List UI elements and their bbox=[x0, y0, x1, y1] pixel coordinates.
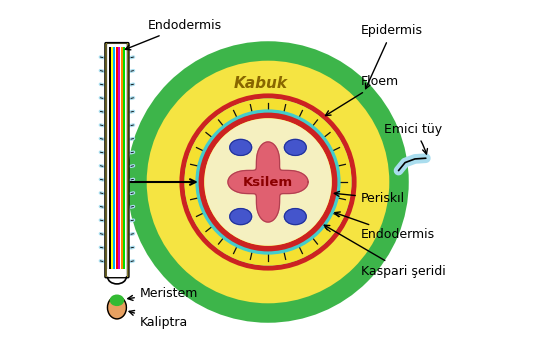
FancyBboxPatch shape bbox=[108, 269, 126, 277]
Text: Floem: Floem bbox=[325, 75, 399, 116]
Circle shape bbox=[184, 98, 352, 266]
Bar bbox=[109, 47, 110, 273]
Bar bbox=[113, 47, 115, 273]
FancyBboxPatch shape bbox=[107, 44, 127, 277]
Text: Epidermis: Epidermis bbox=[361, 24, 423, 89]
Circle shape bbox=[137, 51, 399, 313]
Text: Periskıl: Periskıl bbox=[334, 191, 405, 205]
Circle shape bbox=[205, 119, 331, 245]
Text: Kaliptra: Kaliptra bbox=[129, 310, 188, 329]
Ellipse shape bbox=[108, 296, 126, 319]
Text: Kaspari şeridi: Kaspari şeridi bbox=[324, 225, 445, 278]
Text: Meristem: Meristem bbox=[128, 286, 198, 300]
Text: Endodermis: Endodermis bbox=[335, 212, 435, 241]
Ellipse shape bbox=[285, 139, 306, 155]
Text: Kabuk: Kabuk bbox=[234, 76, 288, 91]
Polygon shape bbox=[228, 142, 308, 222]
Text: Ksilem: Ksilem bbox=[243, 175, 293, 189]
Text: Endodermis: Endodermis bbox=[125, 19, 222, 50]
Bar bbox=[121, 47, 123, 273]
Circle shape bbox=[192, 106, 344, 258]
Ellipse shape bbox=[110, 295, 123, 305]
FancyBboxPatch shape bbox=[105, 43, 129, 278]
Ellipse shape bbox=[230, 139, 251, 155]
Ellipse shape bbox=[285, 209, 306, 225]
Ellipse shape bbox=[230, 209, 251, 225]
Bar bbox=[111, 47, 113, 273]
Text: Emici tüy: Emici tüy bbox=[384, 123, 443, 154]
Bar bbox=[116, 47, 118, 273]
Bar bbox=[123, 47, 125, 273]
Bar bbox=[118, 47, 120, 273]
